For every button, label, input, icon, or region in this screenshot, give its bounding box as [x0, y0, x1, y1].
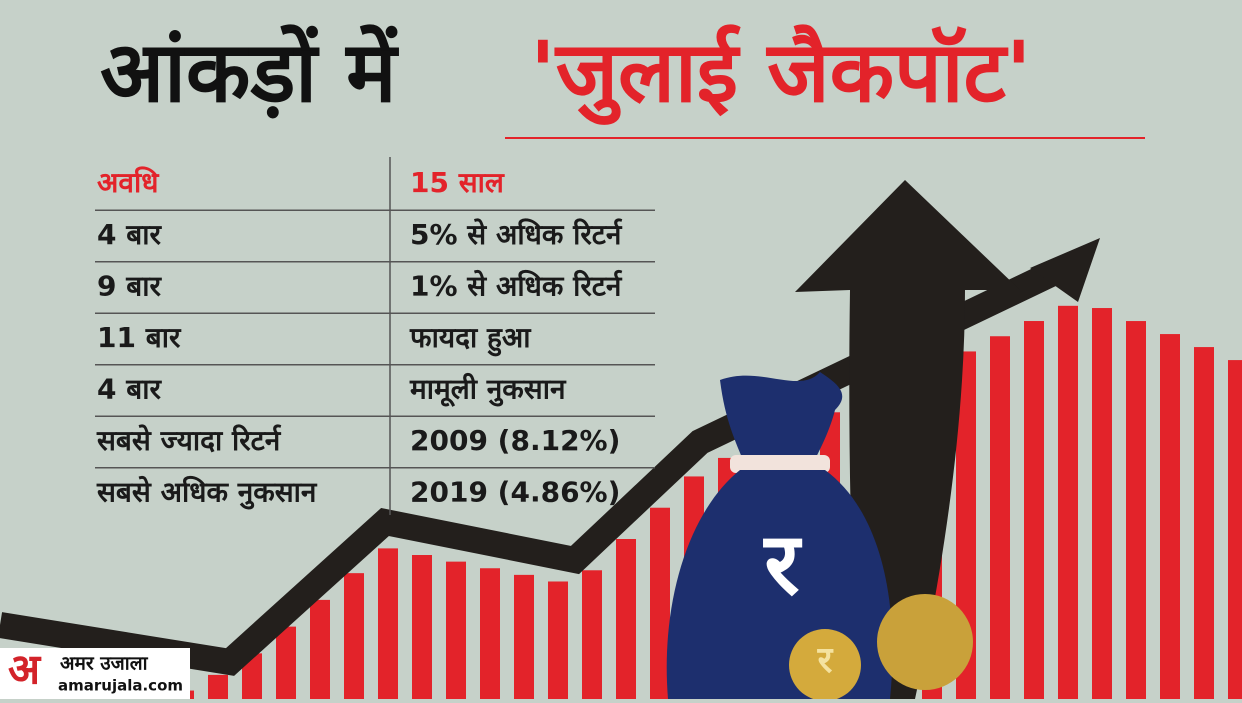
stripe [446, 562, 466, 699]
table-cell: 5% से अधिक रिटर्न [410, 218, 623, 251]
stripe [1092, 308, 1112, 699]
coin-symbol: र [817, 640, 834, 681]
logo-name: अमर उजाला [60, 653, 149, 675]
table-cell: सबसे ज्यादा रिटर्न [96, 424, 282, 457]
table-cell: सबसे अधिक नुकसान [96, 476, 318, 510]
logo-mark: अ [8, 645, 42, 694]
stripe [548, 581, 568, 699]
table-cell: मामूली नुकसान [409, 373, 567, 408]
stripe [1160, 334, 1180, 699]
column-header: 15 साल [410, 166, 505, 199]
stripe [1058, 306, 1078, 699]
table-cell: फायदा हुआ [409, 321, 532, 357]
title-black: आंकड़ों में [100, 23, 399, 121]
stripe [990, 336, 1010, 699]
stripe [310, 600, 330, 699]
column-header: अवधि [97, 166, 160, 199]
stripe [1228, 360, 1242, 699]
table-cell: 11 बार [97, 321, 182, 354]
title-red: 'जुलाई जैकपॉट' [530, 23, 1032, 125]
logo-url: amarujala.com [58, 677, 183, 695]
table-cell: 1% से अधिक रिटर्न [410, 270, 623, 303]
bag-symbol: र [762, 514, 802, 614]
stripe [582, 570, 602, 699]
table-cell: 2019 (4.86%) [410, 476, 620, 509]
stripe [480, 568, 500, 699]
stripe [1126, 321, 1146, 699]
stripe [344, 573, 364, 699]
coin [877, 594, 973, 690]
table-cell: 4 बार [97, 373, 162, 406]
stripe [1194, 347, 1214, 699]
stripe [514, 575, 534, 699]
stripe [412, 555, 432, 699]
stripe [276, 627, 296, 699]
table-cell: 4 बार [97, 218, 162, 251]
table-cell: 2009 (8.12%) [410, 424, 620, 457]
stripe [1024, 321, 1044, 699]
stripe [378, 548, 398, 699]
stripe [208, 675, 228, 699]
stripe [616, 539, 636, 699]
table: अवधि 15 साल 4 बार 5% से अधिक रिटर्न 9 बार 1… [95, 157, 655, 515]
table-cell: 9 बार [97, 270, 162, 303]
